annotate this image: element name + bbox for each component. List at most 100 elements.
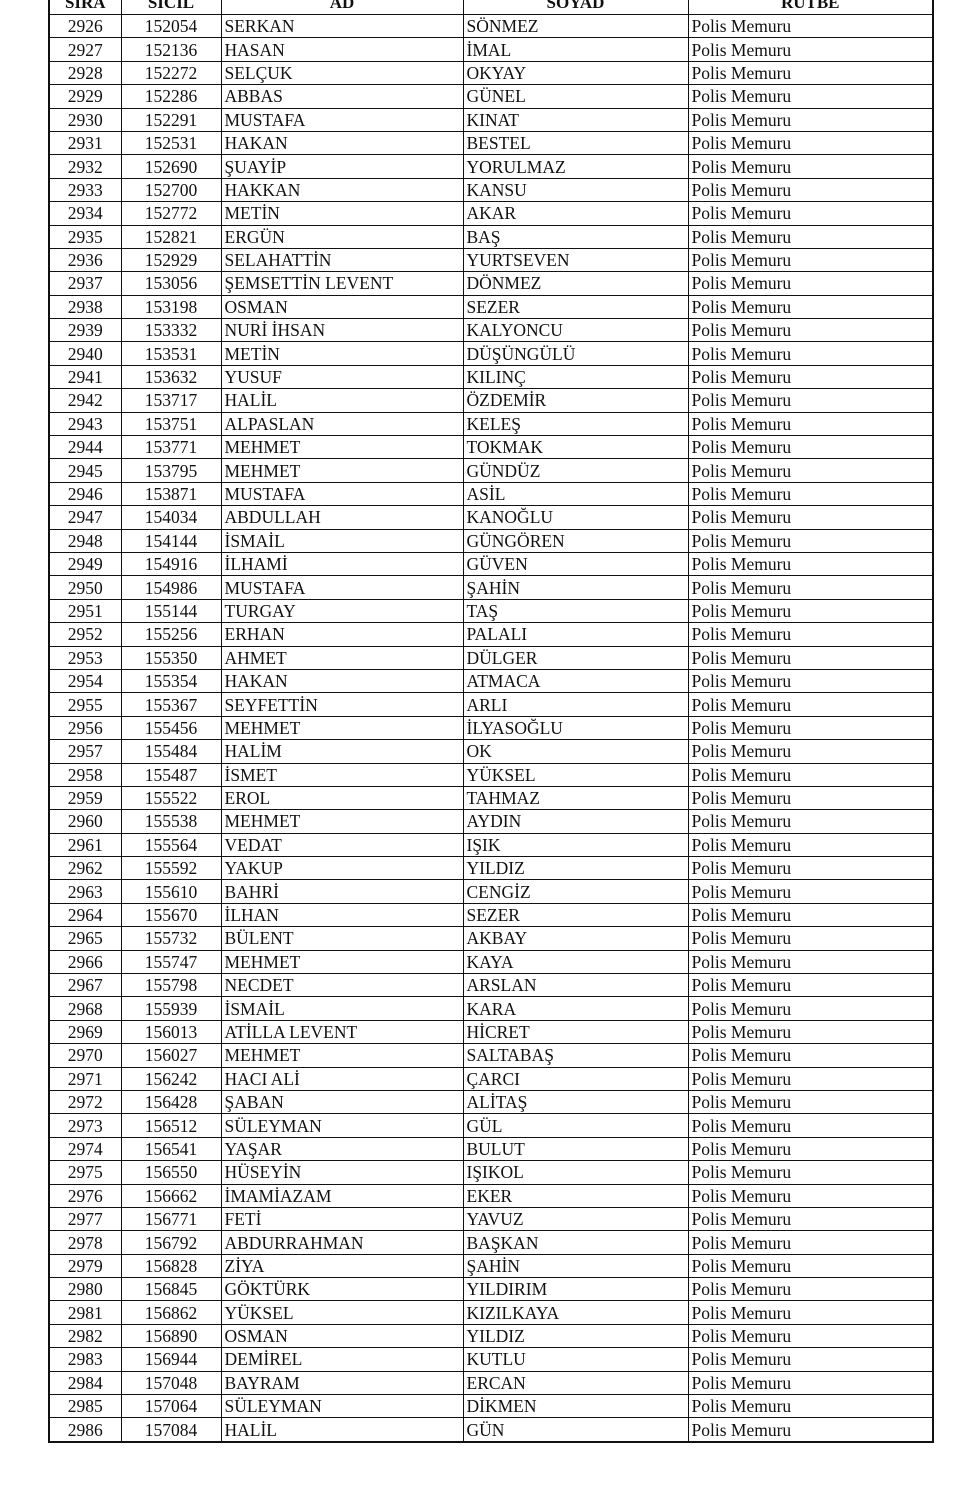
ad-cell: BAYRAM	[220, 1370, 464, 1396]
ad-cell: NECDET	[220, 973, 464, 998]
sira-cell: 2963	[48, 879, 122, 904]
sicil-cell: 153198	[120, 294, 222, 320]
sira-cell: 2982	[48, 1323, 122, 1349]
personnel-table: SIRA SİCİL AD SOYAD RÜTBE 2926 152054 SERK…	[48, 0, 934, 1443]
sira-cell: 2980	[48, 1277, 122, 1302]
ad-cell: SELÇUK	[220, 60, 464, 86]
ad-cell: ATİLLA LEVENT	[220, 1019, 464, 1045]
soyad-cell: OKYAY	[462, 60, 689, 86]
table-row: 2943 153751 ALPASLAN KELEŞ Polis Memuru	[48, 411, 934, 437]
soyad-cell: GÜNGÖREN	[462, 528, 689, 553]
table-row: 2971 156242 HACI ALİ ÇARCI Polis Memuru	[48, 1066, 934, 1091]
ad-cell: İSMAİL	[220, 996, 464, 1021]
header-sicil: SİCİL	[120, 0, 222, 15]
sira-cell: 2955	[48, 692, 122, 717]
ad-cell: METİN	[220, 341, 464, 366]
rutbe-cell: Polis Memuru	[687, 318, 934, 343]
ad-cell: HACI ALİ	[220, 1066, 464, 1091]
table-row: 2953 155350 AHMET DÜLGER Polis Memuru	[48, 645, 934, 670]
soyad-cell: AYDIN	[462, 809, 689, 834]
soyad-cell: SEZER	[462, 902, 689, 928]
soyad-cell: AKBAY	[462, 926, 689, 951]
soyad-cell: GÜL	[462, 1113, 689, 1138]
table-row: 2937 153056 ŞEMSETTİN LEVENT DÖNMEZ Polis Me…	[48, 271, 934, 296]
table-row: 2929 152286 ABBAS GÜNEL Polis Memuru	[48, 84, 934, 109]
ad-cell: İLHAN	[220, 902, 464, 928]
ad-cell: ZİYA	[220, 1253, 464, 1279]
ad-cell: SÜLEYMAN	[220, 1113, 464, 1138]
rutbe-cell: Polis Memuru	[687, 809, 934, 834]
rutbe-cell: Polis Memuru	[687, 645, 934, 670]
sira-cell: 2933	[48, 177, 122, 203]
rutbe-cell: Polis Memuru	[687, 505, 934, 530]
ad-cell: MUSTAFA	[220, 107, 464, 132]
sicil-cell: 156845	[120, 1277, 222, 1302]
sira-cell: 2929	[48, 84, 122, 109]
ad-cell: MUSTAFA	[220, 481, 464, 507]
sicil-cell: 155350	[120, 645, 222, 670]
table-row: 2931 152531 HAKAN BESTEL Polis Memuru	[48, 130, 934, 156]
rutbe-cell: Polis Memuru	[687, 177, 934, 203]
ad-cell: ŞEMSETTİN LEVENT	[220, 271, 464, 296]
table-row: 2935 152821 ERGÜN BAŞ Polis Memuru	[48, 224, 934, 249]
table-row: 2930 152291 MUSTAFA KINAT Polis Memuru	[48, 107, 934, 132]
table-row: 2976 156662 İMAMİAZAM EKER Polis Memuru	[48, 1183, 934, 1208]
ad-cell: MEHMET	[220, 715, 464, 741]
sira-cell: 2935	[48, 224, 122, 249]
table-row: 2955 155367 SEYFETTİN ARLI Polis Memuru	[48, 692, 934, 717]
soyad-cell: GÜNEL	[462, 84, 689, 109]
table-row: 2950 154986 MUSTAFA ŞAHİN Polis Memuru	[48, 575, 934, 600]
rutbe-cell: Polis Memuru	[687, 1394, 934, 1419]
sira-cell: 2942	[48, 388, 122, 413]
sicil-cell: 156662	[120, 1183, 222, 1208]
ad-cell: HALİL	[220, 1417, 464, 1443]
soyad-cell: ÇARCI	[462, 1066, 689, 1091]
soyad-cell: YORULMAZ	[462, 154, 689, 179]
soyad-cell: TAŞ	[462, 598, 689, 624]
table-row: 2948 154144 İSMAİL GÜNGÖREN Polis Memuru	[48, 528, 934, 553]
ad-cell: BAHRİ	[220, 879, 464, 904]
header-soyad: SOYAD	[462, 0, 689, 15]
table-row: 2946 153871 MUSTAFA ASİL Polis Memuru	[48, 481, 934, 507]
sira-cell: 2939	[48, 318, 122, 343]
table-row: 2938 153198 OSMAN SEZER Polis Memuru	[48, 294, 934, 320]
table-row: 2982 156890 OSMAN YILDIZ Polis Memuru	[48, 1323, 934, 1349]
sira-cell: 2943	[48, 411, 122, 437]
sicil-cell: 155610	[120, 879, 222, 904]
ad-cell: MEHMET	[220, 435, 464, 460]
soyad-cell: İMAL	[462, 37, 689, 62]
soyad-cell: ERCAN	[462, 1370, 689, 1396]
sira-cell: 2940	[48, 341, 122, 366]
sicil-cell: 155456	[120, 715, 222, 741]
table-row: 2961 155564 VEDAT IŞIK Polis Memuru	[48, 832, 934, 858]
sicil-cell: 156541	[120, 1136, 222, 1162]
table-row: 2963 155610 BAHRİ CENGİZ Polis Memuru	[48, 879, 934, 904]
table-row: 2968 155939 İSMAİL KARA Polis Memuru	[48, 996, 934, 1021]
table-row: 2947 154034 ABDULLAH KANOĞLU Polis Memuru	[48, 505, 934, 530]
soyad-cell: TOKMAK	[462, 435, 689, 460]
ad-cell: GÖKTÜRK	[220, 1277, 464, 1302]
soyad-cell: ŞAHİN	[462, 575, 689, 600]
table-row: 2981 156862 YÜKSEL KIZILKAYA Polis Memuru	[48, 1300, 934, 1325]
ad-cell: ERGÜN	[220, 224, 464, 249]
ad-cell: YUSUF	[220, 364, 464, 390]
sicil-cell: 152272	[120, 60, 222, 86]
soyad-cell: YÜKSEL	[462, 762, 689, 787]
table-row: 2986 157084 HALİL GÜN Polis Memuru	[48, 1417, 934, 1443]
sira-cell: 2968	[48, 996, 122, 1021]
soyad-cell: YURTSEVEN	[462, 247, 689, 273]
table-row: 2985 157064 SÜLEYMAN DİKMEN Polis Memuru	[48, 1394, 934, 1419]
sira-cell: 2966	[48, 949, 122, 975]
rutbe-cell: Polis Memuru	[687, 996, 934, 1021]
rutbe-cell: Polis Memuru	[687, 1370, 934, 1396]
sicil-cell: 155367	[120, 692, 222, 717]
table-row: 2926 152054 SERKAN SÖNMEZ Polis Memuru	[48, 13, 934, 39]
sira-cell: 2978	[48, 1230, 122, 1255]
sira-cell: 2945	[48, 458, 122, 483]
rutbe-cell: Polis Memuru	[687, 856, 934, 881]
sira-cell: 2975	[48, 1160, 122, 1185]
ad-cell: ŞUAYİP	[220, 154, 464, 179]
ad-cell: ALPASLAN	[220, 411, 464, 437]
soyad-cell: YILDIZ	[462, 856, 689, 881]
soyad-cell: YILDIRIM	[462, 1277, 689, 1302]
